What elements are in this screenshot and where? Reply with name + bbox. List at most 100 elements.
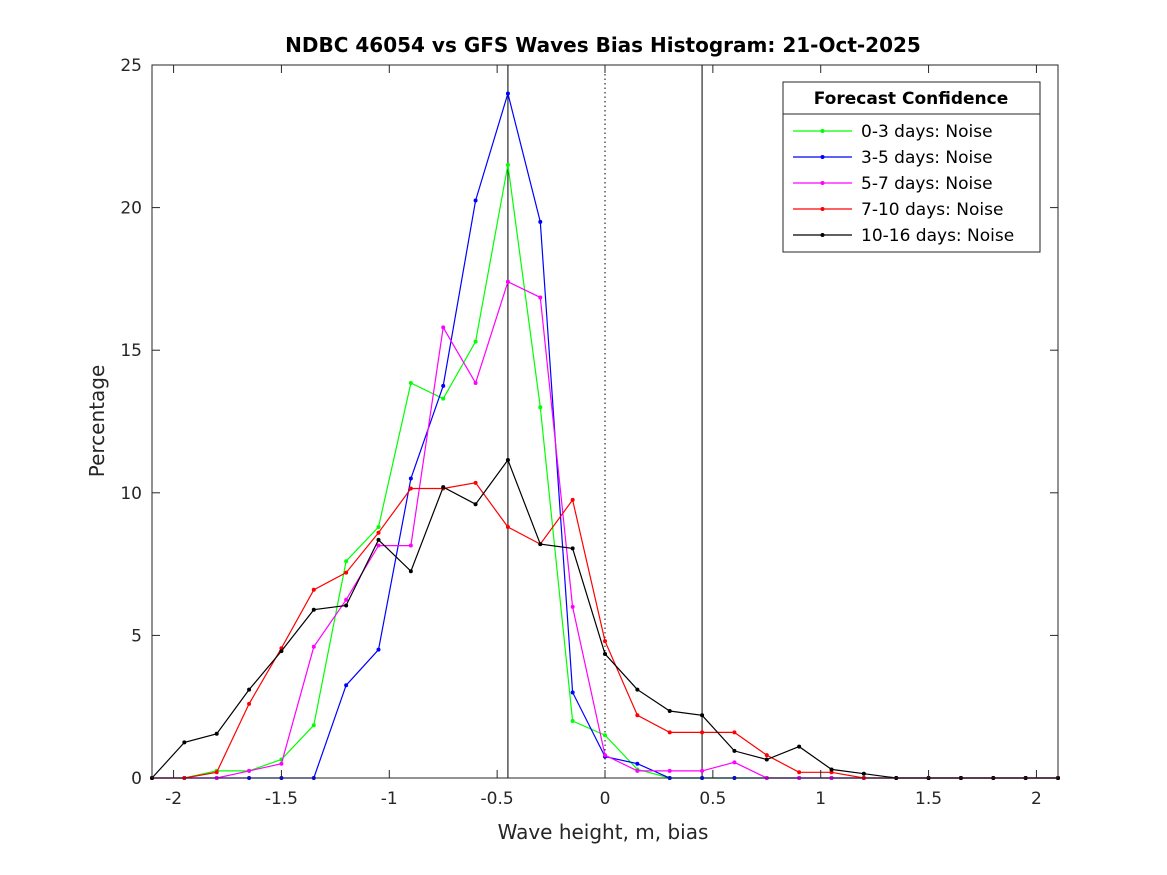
data-point [473, 502, 478, 507]
y-tick-label: 20 [120, 199, 142, 219]
legend-label: 7-10 days: Noise [861, 200, 1003, 220]
data-point [344, 559, 349, 564]
data-point [570, 546, 575, 551]
data-point [603, 639, 607, 644]
data-point [570, 690, 575, 695]
data-point [797, 770, 802, 775]
data-point [344, 570, 349, 575]
data-point [667, 730, 672, 735]
data-point [408, 476, 413, 481]
data-point [344, 603, 349, 608]
data-point [311, 644, 316, 649]
data-point [376, 543, 381, 548]
x-axis-label: Wave height, m, bias [498, 820, 709, 844]
legend-label: 0-3 days: Noise [861, 122, 993, 142]
data-point [570, 604, 575, 609]
y-tick-label: 10 [120, 484, 142, 504]
x-tick-label: 1.5 [915, 789, 942, 809]
data-point [764, 757, 769, 762]
data-point [311, 723, 316, 728]
data-point [570, 497, 575, 502]
y-tick-label: 25 [120, 56, 142, 76]
data-point [473, 480, 478, 485]
x-tick-label: 1 [815, 789, 826, 809]
data-point [279, 761, 284, 766]
y-tick-label: 0 [131, 769, 142, 789]
data-point [505, 162, 510, 167]
data-point [635, 687, 640, 692]
data-point [732, 748, 737, 753]
reference-lines [507, 65, 703, 778]
data-point [538, 219, 543, 224]
legend-swatch-marker [820, 207, 825, 211]
x-axis-ticks: -2 -1.5 -1 -0.5 0 0.5 1 1.5 2 [165, 65, 1042, 809]
x-tick-label: -1.5 [265, 789, 298, 809]
data-point [311, 607, 316, 612]
data-point [538, 295, 543, 300]
x-tick-label: -1 [381, 789, 398, 809]
data-point [441, 396, 446, 401]
data-point [408, 543, 413, 548]
y-tick-label: 5 [131, 626, 142, 646]
legend-label: 10-16 days: Noise [861, 226, 1014, 246]
data-point [667, 708, 672, 713]
data-point [505, 91, 510, 96]
data-point [344, 683, 349, 688]
legend-items: 0-3 days: Noise 3-5 days: Noise 5-7 days: … [793, 122, 1014, 246]
data-point [473, 380, 478, 385]
data-point [700, 730, 705, 735]
data-point [829, 770, 834, 775]
data-point [473, 339, 478, 344]
data-point [441, 325, 446, 330]
data-point [797, 744, 802, 749]
data-point [538, 542, 543, 547]
data-point [603, 651, 607, 656]
x-tick-label: -0.5 [481, 789, 514, 809]
data-point [473, 198, 478, 203]
data-point [635, 768, 640, 773]
legend-swatch-marker [820, 155, 825, 159]
x-tick-label: -2 [165, 789, 182, 809]
data-point [376, 537, 381, 542]
legend-swatch-marker [820, 181, 825, 185]
data-point [247, 687, 252, 692]
legend-label: 3-5 days: Noise [861, 148, 993, 168]
data-point [505, 279, 510, 284]
data-point [570, 718, 575, 723]
data-point [700, 713, 705, 718]
data-point [408, 569, 413, 574]
data-point [700, 768, 705, 773]
data-point [441, 485, 446, 490]
data-point [214, 731, 219, 736]
data-point [311, 587, 316, 592]
legend-swatch-marker [820, 233, 825, 237]
data-point [538, 405, 543, 410]
legend-box [782, 81, 1041, 253]
legend-label: 5-7 days: Noise [861, 174, 993, 194]
data-point [635, 761, 640, 766]
data-point [247, 701, 252, 706]
y-tick-label: 15 [120, 341, 142, 361]
data-point [764, 753, 769, 758]
legend-swatch-marker [820, 129, 825, 133]
chart-title: NDBC 46054 vs GFS Waves Bias Histogram: … [285, 33, 921, 57]
data-point [829, 767, 834, 772]
data-point [214, 770, 219, 775]
data-point [635, 713, 640, 718]
data-point [279, 649, 284, 654]
data-point [505, 458, 510, 463]
data-point [182, 740, 187, 745]
data-point [667, 768, 672, 773]
x-tick-label: 0 [600, 789, 611, 809]
x-tick-label: 0.5 [699, 789, 726, 809]
y-axis-label: Percentage [85, 365, 109, 478]
data-point [408, 380, 413, 385]
data-point [441, 383, 446, 388]
data-point [732, 760, 737, 765]
data-point [376, 530, 381, 535]
data-point [505, 525, 510, 530]
y-axis-ticks: 0 5 10 15 20 25 [120, 56, 1058, 789]
data-point [408, 486, 413, 491]
data-point [861, 771, 866, 776]
